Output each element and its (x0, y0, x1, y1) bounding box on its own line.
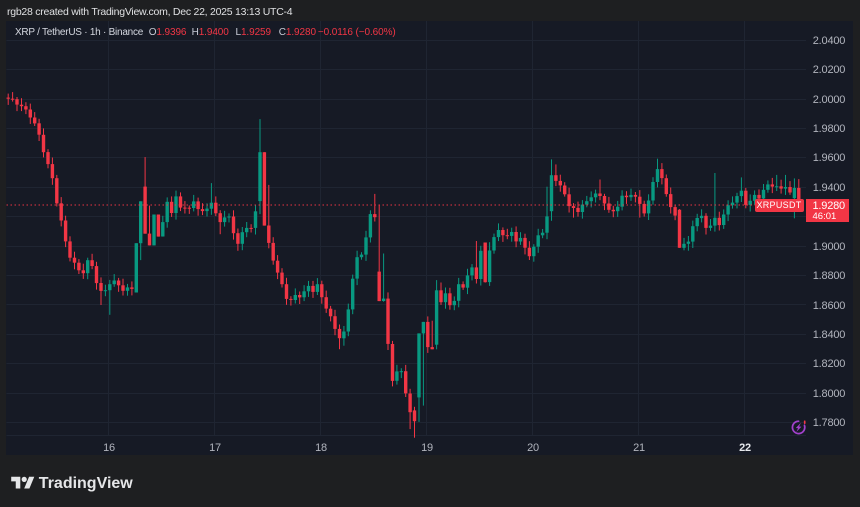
svg-text:TradingView: TradingView (39, 475, 134, 492)
